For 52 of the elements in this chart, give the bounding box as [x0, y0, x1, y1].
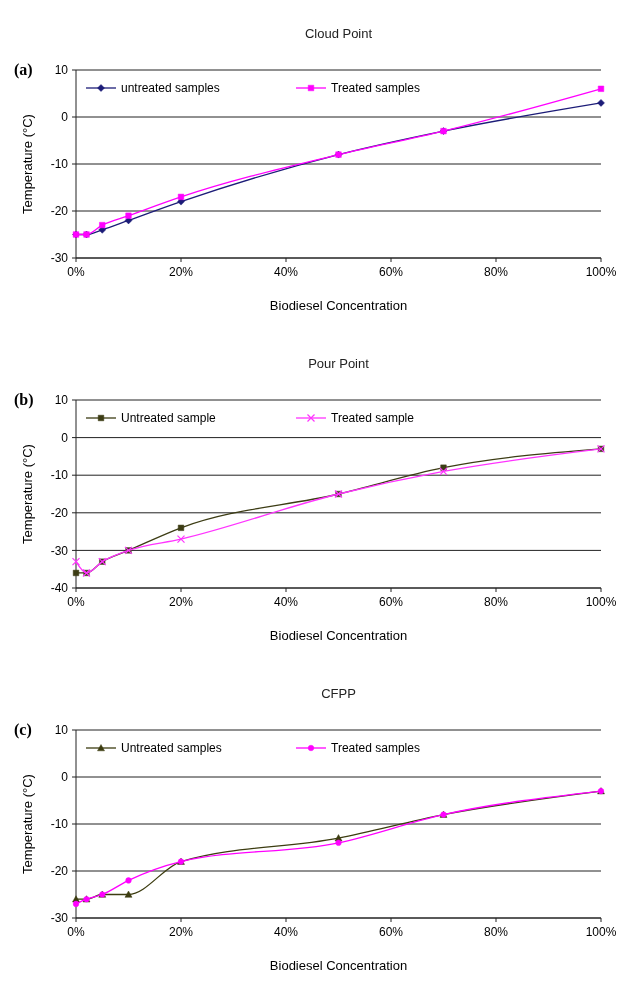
y-axis-title: Temperature (°C) — [20, 114, 35, 214]
y-tick-label: -30 — [50, 543, 69, 558]
y-tick-label: -30 — [50, 251, 69, 266]
x-tick-label: 80% — [483, 595, 509, 609]
x-tick-label: 100% — [585, 595, 617, 609]
y-axis-title: Temperature (°C) — [20, 444, 35, 544]
y-tick-label: 0 — [61, 770, 69, 785]
y-tick-label: -10 — [50, 817, 69, 832]
x-tick-label: 40% — [273, 265, 299, 279]
legend-label: Untreated samples — [121, 741, 222, 756]
text: (a) — [14, 61, 33, 79]
y-tick-label: -20 — [50, 864, 69, 879]
y-tick-label: 10 — [54, 723, 69, 738]
x-tick-label: 40% — [273, 925, 299, 939]
x-tick-label: 0% — [67, 265, 85, 279]
legend-label: Untreated sample — [121, 411, 217, 426]
x-tick-label: 100% — [585, 925, 617, 939]
x-tick-label: 20% — [168, 265, 194, 279]
y-tick-label: 10 — [54, 63, 69, 78]
x-tick-label: 80% — [483, 925, 509, 939]
x-tick-label: 20% — [168, 925, 194, 939]
chart-title: Pour Point — [308, 356, 370, 371]
text: (c) — [14, 721, 32, 739]
legend-label: Treated samples — [331, 81, 420, 96]
x-axis-title: Biodiesel Concentration — [269, 298, 408, 313]
x-tick-label: 0% — [67, 925, 85, 939]
x-axis-title: Biodiesel Concentration — [269, 628, 408, 643]
text: (b) — [14, 391, 34, 409]
x-tick-label: 40% — [273, 595, 299, 609]
legend-label: Treated samples — [331, 741, 420, 756]
legend-label: Treated sample — [331, 411, 415, 426]
x-tick-label: 60% — [378, 595, 404, 609]
y-tick-label: -30 — [50, 911, 69, 926]
x-tick-label: 60% — [378, 925, 404, 939]
y-tick-label: 0 — [61, 430, 69, 445]
y-tick-label: -10 — [50, 157, 69, 172]
x-tick-label: 0% — [67, 595, 85, 609]
x-tick-label: 60% — [378, 265, 404, 279]
x-axis-title: Biodiesel Concentration — [269, 958, 408, 973]
x-tick-label: 20% — [168, 595, 194, 609]
y-tick-label: -10 — [50, 468, 69, 483]
x-tick-label: 100% — [585, 265, 617, 279]
y-axis-title: Temperature (°C) — [20, 774, 35, 874]
y-tick-label: -20 — [50, 506, 69, 520]
y-tick-label: 10 — [54, 393, 69, 408]
y-tick-label: -40 — [50, 581, 69, 596]
chart-title: Cloud Point — [304, 26, 373, 41]
legend-label: untreated samples — [121, 81, 220, 96]
chart-title: CFPP — [321, 686, 356, 701]
y-tick-label: -20 — [50, 204, 69, 219]
y-tick-label: 0 — [61, 110, 69, 125]
x-tick-label: 80% — [483, 265, 509, 279]
